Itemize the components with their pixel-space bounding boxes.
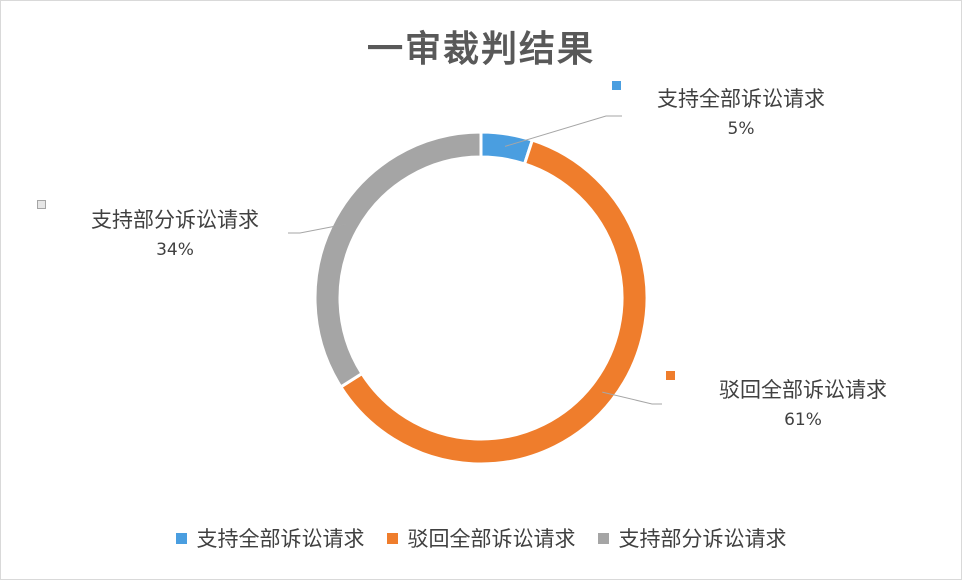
- legend-swatch: [597, 532, 609, 544]
- legend-item-support-part: 支持部分诉讼请求: [597, 523, 787, 553]
- leader-line-reject-all: [602, 391, 662, 405]
- legend: 支持全部诉讼请求 驳回全部诉讼请求 支持部分诉讼请求: [0, 523, 962, 553]
- data-label-category: 驳回全部诉讼请求: [719, 378, 887, 402]
- leader-line-support-all: [504, 115, 622, 147]
- legend-item-support-all: 支持全部诉讼请求: [175, 523, 365, 553]
- data-label-percent: 34%: [156, 240, 194, 260]
- slice-reject-all: [338, 138, 649, 466]
- label-marker-support-part: [37, 200, 46, 209]
- data-label-reject-all: 驳回全部诉讼请求 61%: [698, 375, 908, 435]
- data-label-support-all: 支持全部诉讼请求 5%: [636, 84, 846, 144]
- label-marker-support-all: [612, 81, 621, 90]
- leader-lines: [288, 115, 662, 405]
- legend-swatch: [175, 532, 187, 544]
- data-label-category: 支持部分诉讼请求: [91, 208, 259, 232]
- legend-label: 驳回全部诉讼请求: [407, 527, 576, 551]
- data-label-percent: 61%: [784, 410, 822, 430]
- slice-support-part: [313, 130, 483, 390]
- leader-line-support-part: [288, 223, 347, 234]
- label-marker-reject-all: [666, 371, 675, 380]
- chart-title: 一审裁判结果: [366, 28, 595, 70]
- legend-label: 支持全部诉讼请求: [196, 527, 365, 551]
- data-label-support-part: 支持部分诉讼请求 34%: [70, 205, 280, 265]
- data-label-category: 支持全部诉讼请求: [657, 87, 825, 111]
- legend-item-reject-all: 驳回全部诉讼请求: [386, 523, 576, 553]
- data-label-percent: 5%: [727, 119, 755, 139]
- donut-slices: [313, 130, 649, 466]
- legend-label: 支持部分诉讼请求: [618, 527, 787, 551]
- legend-swatch: [386, 532, 398, 544]
